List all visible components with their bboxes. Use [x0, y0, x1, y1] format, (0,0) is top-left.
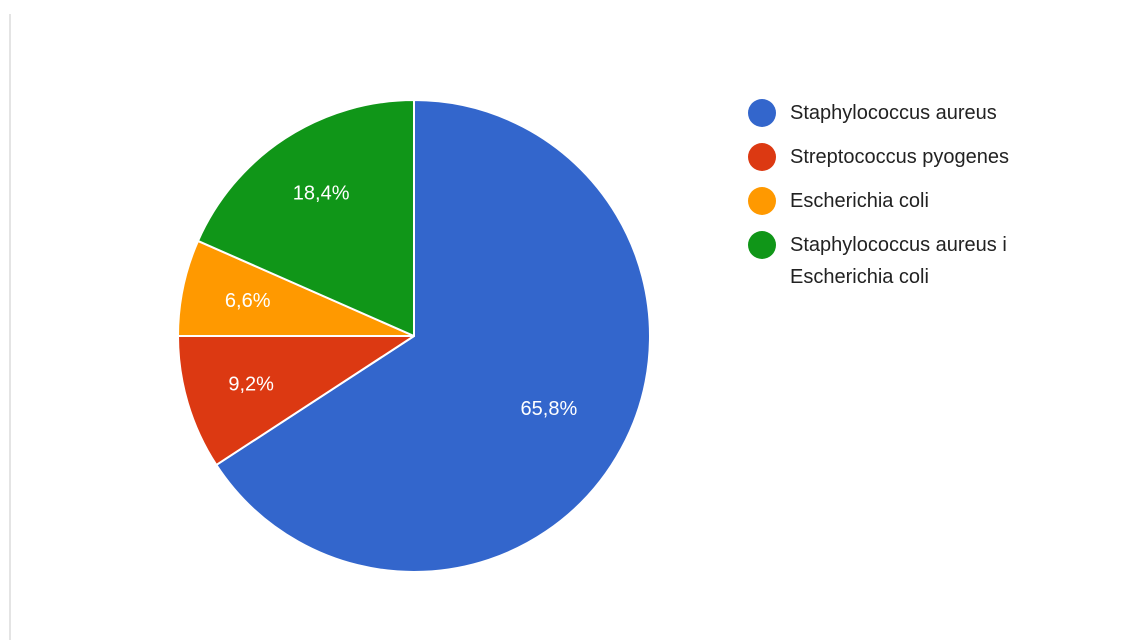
- legend-item-streptococcus-pyogenes[interactable]: Streptococcus pyogenes: [748, 141, 1108, 173]
- legend-label: Staphylococcus aureus: [790, 102, 997, 124]
- legend-swatch: [748, 231, 776, 259]
- pie-slice-streptococcus-pyogenes[interactable]: [177, 335, 415, 466]
- pie-slice-label-staphylococcus-aureus-i-escherichia-coli: 18,4%: [293, 183, 350, 205]
- pie-slice-staphylococcus-aureus-i-escherichia-coli[interactable]: [197, 99, 415, 337]
- legend-label: Escherichia coli: [790, 190, 929, 212]
- legend-label: Staphylococcus aureus i Escherichia coli: [790, 234, 1007, 288]
- pie-slice-label-staphylococcus-aureus: 65,8%: [521, 398, 578, 420]
- legend-swatch: [748, 143, 776, 171]
- pie-slice-labels: 65,8% 9,2% 6,6% 18,4%: [225, 183, 578, 420]
- pie-slice-label-streptococcus-pyogenes: 9,2%: [228, 373, 274, 395]
- pie-slice-label-escherichia-coli: 6,6%: [225, 290, 271, 312]
- legend-label: Streptococcus pyogenes: [790, 146, 1010, 168]
- legend-item-escherichia-coli[interactable]: Escherichia coli: [748, 185, 1108, 217]
- pie-slice-staphylococcus-aureus[interactable]: [215, 99, 651, 573]
- pie-slices: [177, 99, 651, 573]
- chart-legend: Staphylococcus aureus Streptococcus pyoge…: [748, 97, 1108, 305]
- legend-swatch: [748, 187, 776, 215]
- legend-item-staphylococcus-aureus[interactable]: Staphylococcus aureus: [748, 97, 1108, 129]
- legend-item-staphylococcus-aureus-i-escherichia-coli[interactable]: Staphylococcus aureus i Escherichia coli: [748, 229, 1108, 293]
- legend-swatch: [748, 99, 776, 127]
- panel-left-border: [9, 14, 11, 640]
